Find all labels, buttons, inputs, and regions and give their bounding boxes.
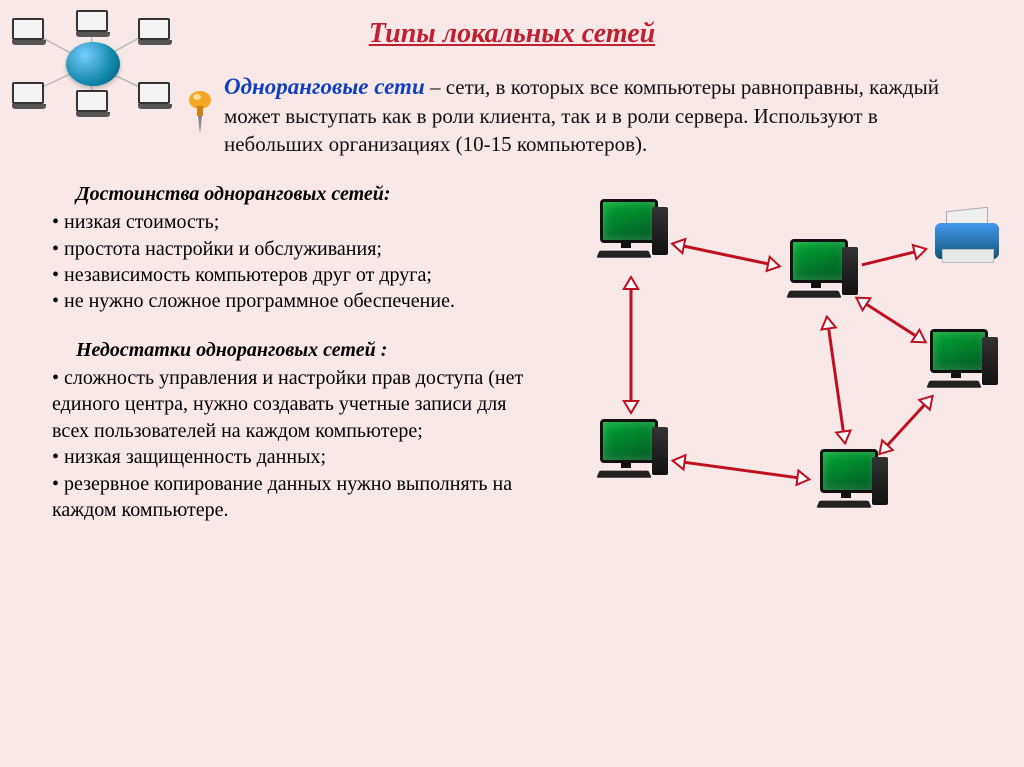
list-item: резервное копирование данных нужно выпол… — [52, 471, 532, 524]
laptop-icon — [138, 18, 172, 44]
computer-node-icon — [592, 199, 670, 271]
globe-network-icon — [6, 10, 176, 115]
laptop-icon — [12, 18, 46, 44]
list-item: сложность управления и настройки прав до… — [52, 365, 532, 444]
list-item: низкая стоимость; — [52, 209, 532, 235]
text-column: Достоинства одноранговых сетей: низкая с… — [24, 181, 532, 546]
laptop-icon — [138, 82, 172, 108]
slide-root: Типы локальных сетей Одноранговые сети –… — [0, 0, 1024, 767]
list-item: низкая защищенность данных; — [52, 444, 532, 470]
laptop-icon — [76, 10, 110, 36]
computer-node-icon — [922, 329, 1000, 401]
disadvantages-heading: Недостатки одноранговых сетей : — [76, 337, 532, 363]
intro-paragraph: Одноранговые сети – сети, в которых все … — [224, 71, 980, 159]
dash: – — [425, 75, 446, 99]
globe-icon — [66, 42, 120, 86]
list-item: не нужно сложное программное обеспечение… — [52, 288, 532, 314]
diagram-column — [532, 181, 1000, 546]
computer-node-icon — [812, 449, 890, 521]
laptop-icon — [76, 90, 110, 116]
advantages-heading: Достоинства одноранговых сетей: — [76, 181, 532, 207]
definition-term: Одноранговые сети — [224, 74, 425, 99]
disadvantages-list: сложность управления и настройки прав до… — [52, 365, 532, 523]
computer-node-icon — [782, 239, 860, 311]
printer-node-icon — [932, 209, 1002, 265]
pushpin-icon — [182, 90, 218, 138]
list-item: простота настройки и обслуживания; — [52, 236, 532, 262]
laptop-icon — [12, 82, 46, 108]
advantages-list: низкая стоимость;простота настройки и об… — [52, 209, 532, 315]
list-item: независимость компьютеров друг от друга; — [52, 262, 532, 288]
computer-node-icon — [592, 419, 670, 491]
peer-network-diagram — [532, 189, 1024, 569]
content-columns: Достоинства одноранговых сетей: низкая с… — [24, 181, 1000, 546]
